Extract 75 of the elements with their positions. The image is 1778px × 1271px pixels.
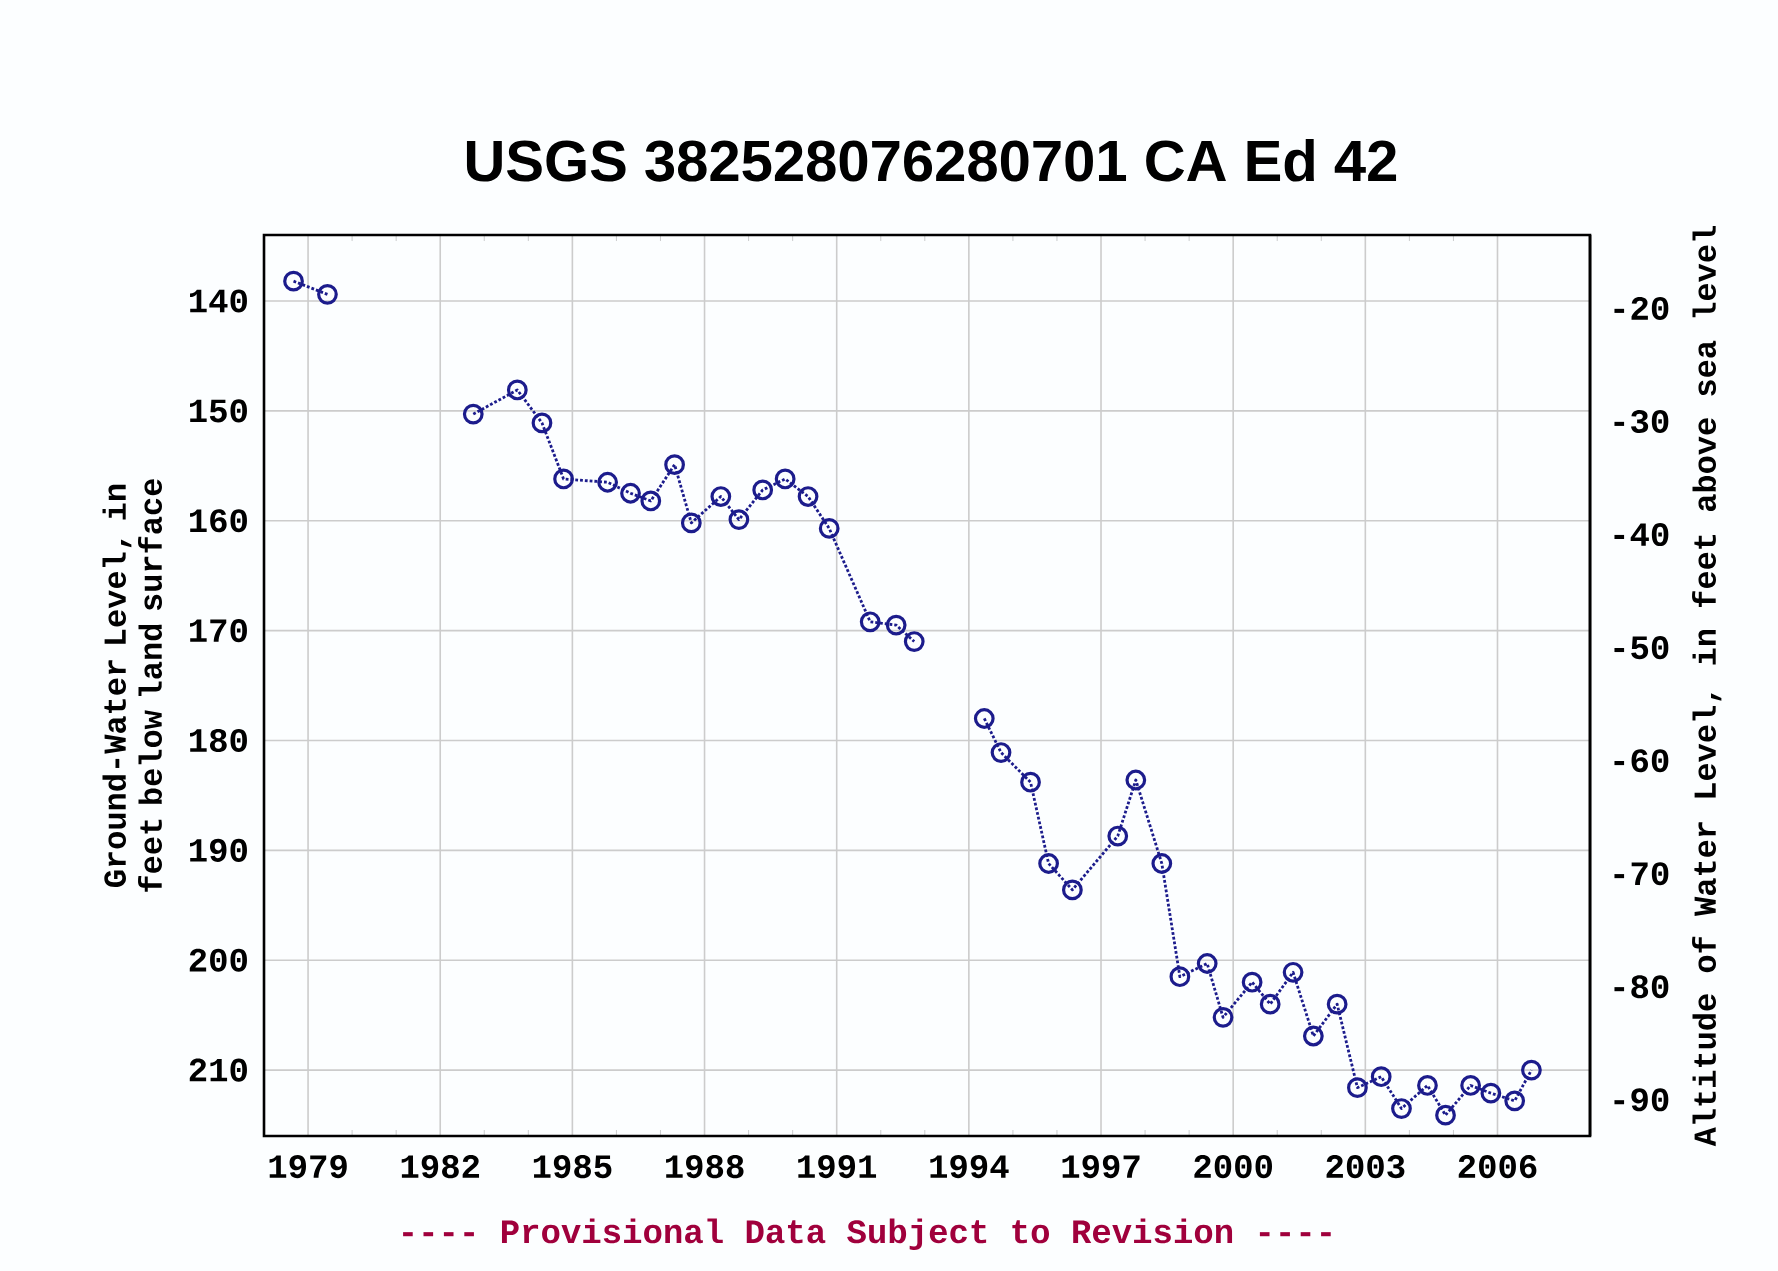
point <box>317 283 338 305</box>
y2-tick-label: -70 <box>1614 862 1669 886</box>
text: ---- Provisional Data Subject to Revision ---- <box>403 1218 1331 1251</box>
x-tick-label: 1991 <box>798 1155 877 1179</box>
point <box>885 614 907 636</box>
point <box>1391 1098 1412 1119</box>
y2-tick-label: -60 <box>1614 749 1669 773</box>
y2-tick-label: -30 <box>1614 409 1669 434</box>
y-tick-label: 180 <box>190 728 247 753</box>
point <box>1259 993 1281 1015</box>
point <box>1460 1075 1482 1096</box>
point <box>797 486 819 507</box>
point <box>553 468 574 490</box>
point <box>990 742 1012 763</box>
x-tick-label: 1979 <box>269 1155 347 1179</box>
point <box>620 482 641 504</box>
point <box>1107 825 1129 847</box>
point <box>728 509 750 531</box>
point <box>1061 879 1083 901</box>
point <box>680 512 702 534</box>
point <box>1347 1077 1368 1099</box>
point <box>1169 966 1191 988</box>
point <box>1038 853 1059 874</box>
x-tick-label: 2000 <box>1194 1155 1273 1179</box>
y-tick-label: 150 <box>190 399 247 423</box>
point <box>462 403 484 425</box>
point <box>1151 853 1173 874</box>
y-tick-label: 140 <box>190 289 247 313</box>
y-tick-label: 170 <box>190 619 247 643</box>
point <box>1241 971 1263 993</box>
y-tick-label: 210 <box>189 1058 247 1082</box>
x-tick-label: 2003 <box>1326 1155 1405 1179</box>
x-tick-label: 1988 <box>666 1155 744 1179</box>
point <box>818 517 840 539</box>
point <box>973 708 995 729</box>
y-tick-label: 160 <box>190 509 247 533</box>
y2-tick-label: -50 <box>1614 636 1669 660</box>
point <box>710 486 732 507</box>
point <box>597 471 619 493</box>
point <box>1480 1082 1502 1104</box>
point <box>1212 1006 1234 1028</box>
y-tick-label: 190 <box>190 838 247 862</box>
y2-tick-label: -20 <box>1614 296 1669 321</box>
point <box>664 454 685 476</box>
point <box>1370 1066 1392 1088</box>
point <box>774 468 796 490</box>
point <box>1417 1075 1438 1096</box>
point <box>1326 993 1348 1015</box>
point <box>531 412 553 434</box>
y2-axis-title: Altitude of Water Level, in feet above sea level <box>1692 226 1722 1147</box>
chart-title: USGS 382528076280701 CA Ed 42 <box>466 138 1397 182</box>
point <box>1435 1104 1456 1126</box>
y-axis-title: Ground-Water Level, in feet below land surface <box>102 479 162 892</box>
point <box>1196 953 1218 974</box>
x-tick-label: 1982 <box>401 1155 480 1179</box>
point <box>1521 1059 1542 1081</box>
point <box>903 631 925 652</box>
x-tick-label: 2006 <box>1458 1155 1537 1179</box>
point <box>283 270 304 292</box>
y2-tick-label: -90 <box>1614 1088 1669 1112</box>
point <box>506 379 528 401</box>
point <box>1504 1090 1526 1112</box>
y2-tick-label: -80 <box>1614 975 1669 999</box>
point <box>1302 1025 1324 1047</box>
point <box>859 611 881 633</box>
point <box>1125 769 1147 791</box>
x-tick-label: 1997 <box>1062 1155 1140 1179</box>
point <box>752 479 774 501</box>
point <box>1020 771 1041 793</box>
point <box>1282 961 1304 983</box>
x-tick-label: 1994 <box>930 1155 1009 1179</box>
x-tick-label: 1985 <box>533 1155 612 1179</box>
point <box>640 490 662 512</box>
y2-tick-label: -40 <box>1614 523 1669 547</box>
y-tick-label: 200 <box>189 948 247 972</box>
